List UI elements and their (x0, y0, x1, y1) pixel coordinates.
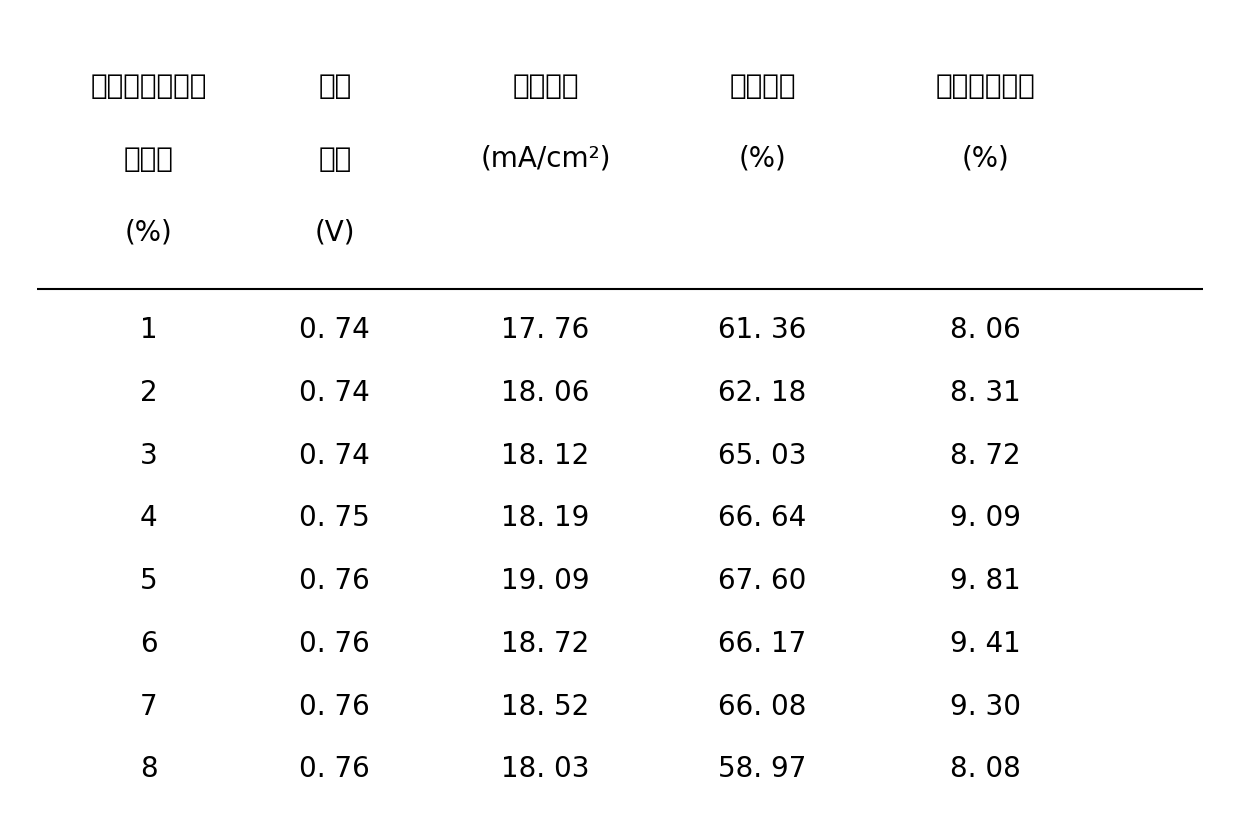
Text: 1: 1 (140, 316, 157, 344)
Text: 0. 74: 0. 74 (299, 379, 371, 407)
Text: (%): (%) (125, 218, 172, 246)
Text: (%): (%) (739, 145, 786, 173)
Text: 18. 52: 18. 52 (501, 693, 590, 720)
Text: 合比例: 合比例 (124, 145, 174, 173)
Text: 光电转换效率: 光电转换效率 (936, 72, 1035, 99)
Text: 5: 5 (140, 567, 157, 595)
Text: 短路电流: 短路电流 (512, 72, 579, 99)
Text: 62. 18: 62. 18 (718, 379, 807, 407)
Text: 6: 6 (140, 630, 157, 658)
Text: 9. 41: 9. 41 (950, 630, 1022, 658)
Text: 0. 74: 0. 74 (299, 316, 371, 344)
Text: 65. 03: 65. 03 (718, 442, 807, 469)
Text: (V): (V) (315, 218, 355, 246)
Text: 0. 76: 0. 76 (299, 693, 371, 720)
Text: (mA/cm²): (mA/cm²) (480, 145, 611, 173)
Text: 0. 74: 0. 74 (299, 442, 371, 469)
Text: 0. 76: 0. 76 (299, 567, 371, 595)
Text: 18. 19: 18. 19 (501, 504, 590, 532)
Text: 18. 12: 18. 12 (501, 442, 590, 469)
Text: 8. 08: 8. 08 (950, 756, 1022, 783)
Text: 8. 31: 8. 31 (950, 379, 1022, 407)
Text: (%): (%) (962, 145, 1009, 173)
Text: 66. 17: 66. 17 (718, 630, 807, 658)
Text: 0. 76: 0. 76 (299, 630, 371, 658)
Text: 18. 03: 18. 03 (501, 756, 590, 783)
Text: 66. 08: 66. 08 (718, 693, 807, 720)
Text: 18. 06: 18. 06 (501, 379, 590, 407)
Text: 7: 7 (140, 693, 157, 720)
Text: 9. 09: 9. 09 (950, 504, 1022, 532)
Text: 填充因子: 填充因子 (729, 72, 796, 99)
Text: 66. 64: 66. 64 (718, 504, 807, 532)
Text: 9. 81: 9. 81 (950, 567, 1022, 595)
Text: 18. 72: 18. 72 (501, 630, 590, 658)
Text: 8. 06: 8. 06 (950, 316, 1022, 344)
Text: 9. 30: 9. 30 (950, 693, 1022, 720)
Text: 4: 4 (140, 504, 157, 532)
Text: 2: 2 (140, 379, 157, 407)
Text: 富勒烯衍生物混: 富勒烯衍生物混 (91, 72, 207, 99)
Text: 开路: 开路 (319, 72, 351, 99)
Text: 0. 75: 0. 75 (299, 504, 371, 532)
Text: 58. 97: 58. 97 (718, 756, 807, 783)
Text: 电压: 电压 (319, 145, 351, 173)
Text: 8. 72: 8. 72 (951, 442, 1021, 469)
Text: 61. 36: 61. 36 (718, 316, 807, 344)
Text: 17. 76: 17. 76 (501, 316, 590, 344)
Text: 0. 76: 0. 76 (299, 756, 371, 783)
Text: 8: 8 (140, 756, 157, 783)
Text: 19. 09: 19. 09 (501, 567, 590, 595)
Text: 67. 60: 67. 60 (718, 567, 807, 595)
Text: 3: 3 (140, 442, 157, 469)
